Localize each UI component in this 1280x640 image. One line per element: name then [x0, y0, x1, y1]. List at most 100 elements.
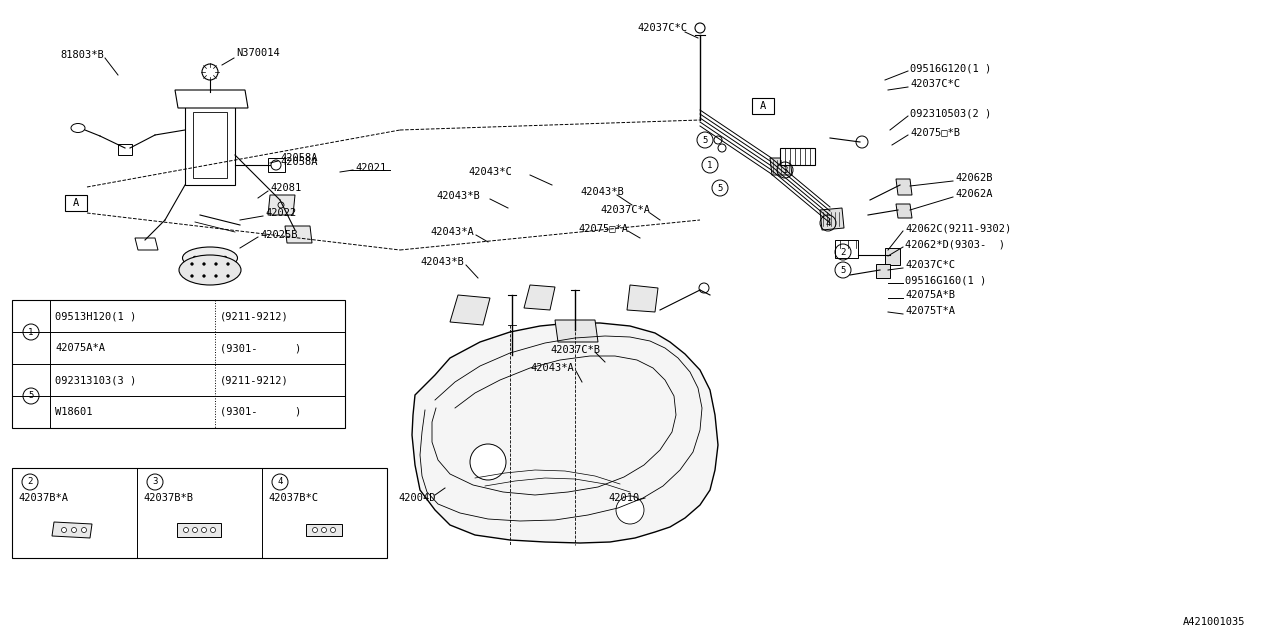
Circle shape — [183, 527, 188, 532]
Circle shape — [223, 256, 227, 260]
Text: 42037C*C: 42037C*C — [637, 23, 687, 33]
Text: 42075□*B: 42075□*B — [910, 127, 960, 137]
Text: 1: 1 — [708, 161, 713, 170]
Text: 42058A: 42058A — [280, 153, 317, 163]
Text: 09516G120(1 ): 09516G120(1 ) — [910, 63, 991, 73]
Bar — [65, 195, 87, 211]
Polygon shape — [134, 238, 157, 250]
Text: 42075A*B: 42075A*B — [905, 290, 955, 300]
Text: N370014: N370014 — [236, 48, 280, 58]
Text: A421001035: A421001035 — [1183, 617, 1245, 627]
Circle shape — [192, 527, 197, 532]
Text: 42022: 42022 — [265, 208, 296, 218]
Circle shape — [191, 275, 193, 278]
Bar — [12, 300, 346, 428]
Text: 42043*B: 42043*B — [436, 191, 480, 201]
Text: (9211-9212): (9211-9212) — [220, 375, 289, 385]
Text: 81803*B: 81803*B — [60, 50, 104, 60]
Circle shape — [202, 262, 206, 266]
Text: 2: 2 — [840, 248, 846, 257]
Bar — [12, 468, 387, 558]
Text: 42010: 42010 — [608, 493, 639, 503]
Polygon shape — [835, 240, 858, 258]
Text: 42058A: 42058A — [280, 157, 317, 167]
Polygon shape — [884, 248, 900, 265]
Circle shape — [191, 262, 193, 266]
Circle shape — [212, 256, 218, 260]
Text: 42043*A: 42043*A — [530, 363, 573, 373]
Polygon shape — [268, 158, 285, 172]
Text: (9301-      ): (9301- ) — [220, 407, 301, 417]
Text: 42025B: 42025B — [260, 230, 297, 240]
Polygon shape — [193, 112, 227, 178]
Circle shape — [227, 262, 229, 266]
Circle shape — [201, 527, 206, 532]
Polygon shape — [175, 90, 248, 108]
Circle shape — [312, 527, 317, 532]
Polygon shape — [627, 285, 658, 312]
Circle shape — [321, 527, 326, 532]
Polygon shape — [268, 195, 294, 215]
Circle shape — [470, 444, 506, 480]
Text: 42081: 42081 — [270, 183, 301, 193]
Text: 4: 4 — [278, 477, 283, 486]
Circle shape — [215, 262, 218, 266]
Polygon shape — [820, 208, 844, 230]
Text: 42043*B: 42043*B — [580, 187, 623, 197]
Text: 42062A: 42062A — [955, 189, 992, 199]
Circle shape — [72, 527, 77, 532]
Text: 42037B*B: 42037B*B — [143, 493, 193, 503]
Text: 09516G160(1 ): 09516G160(1 ) — [905, 275, 987, 285]
Text: 42075T*A: 42075T*A — [905, 306, 955, 316]
Polygon shape — [524, 285, 556, 310]
Text: 42037C*A: 42037C*A — [600, 205, 650, 215]
Text: (9301-      ): (9301- ) — [220, 343, 301, 353]
Polygon shape — [780, 148, 815, 165]
Text: 42037B*C: 42037B*C — [268, 493, 317, 503]
Text: 42037B*A: 42037B*A — [18, 493, 68, 503]
Circle shape — [202, 275, 206, 278]
Text: 42062B: 42062B — [955, 173, 992, 183]
Text: 42075□*A: 42075□*A — [579, 223, 628, 233]
Ellipse shape — [179, 255, 241, 285]
Text: 2: 2 — [27, 477, 33, 486]
Text: A: A — [73, 198, 79, 208]
Circle shape — [61, 527, 67, 532]
Circle shape — [227, 275, 229, 278]
Text: 1: 1 — [28, 328, 33, 337]
Polygon shape — [285, 226, 312, 243]
Text: 5: 5 — [28, 392, 33, 401]
Polygon shape — [52, 522, 92, 538]
Text: 5: 5 — [717, 184, 723, 193]
Ellipse shape — [183, 247, 238, 269]
Circle shape — [215, 275, 218, 278]
Text: 42062*D(9303-  ): 42062*D(9303- ) — [905, 239, 1005, 249]
Polygon shape — [771, 158, 792, 175]
Polygon shape — [876, 264, 890, 278]
Circle shape — [210, 527, 215, 532]
Text: 42004D: 42004D — [398, 493, 435, 503]
Text: 5: 5 — [703, 136, 708, 145]
Text: 42043*B: 42043*B — [420, 257, 463, 267]
Circle shape — [204, 256, 207, 260]
Polygon shape — [556, 320, 598, 342]
Polygon shape — [186, 105, 236, 185]
Circle shape — [193, 256, 197, 260]
Polygon shape — [177, 523, 221, 537]
Text: 42037C*B: 42037C*B — [550, 345, 600, 355]
Text: 42062C(9211-9302): 42062C(9211-9302) — [905, 223, 1011, 233]
Circle shape — [330, 527, 335, 532]
Text: 092313103(3 ): 092313103(3 ) — [55, 375, 136, 385]
Circle shape — [82, 527, 87, 532]
Text: 4: 4 — [826, 218, 831, 227]
Text: 42043*C: 42043*C — [468, 167, 512, 177]
Text: 09513H120(1 ): 09513H120(1 ) — [55, 311, 136, 321]
Polygon shape — [896, 204, 913, 218]
Text: W18601: W18601 — [55, 407, 92, 417]
Text: 42043*A: 42043*A — [430, 227, 474, 237]
Polygon shape — [412, 323, 718, 543]
Polygon shape — [896, 179, 913, 195]
Text: 42037C*C: 42037C*C — [910, 79, 960, 89]
Text: 42021: 42021 — [355, 163, 387, 173]
Text: (9211-9212): (9211-9212) — [220, 311, 289, 321]
